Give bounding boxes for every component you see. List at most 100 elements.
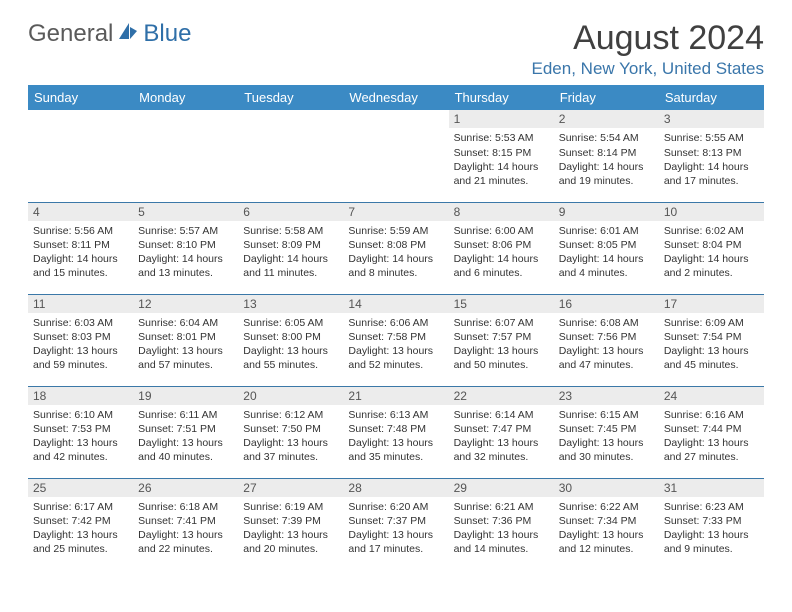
daylight-text: Daylight: 13 hours and 50 minutes. (454, 344, 549, 372)
daylight-text: Daylight: 13 hours and 37 minutes. (243, 436, 338, 464)
calendar-cell: 22Sunrise: 6:14 AMSunset: 7:47 PMDayligh… (449, 386, 554, 478)
sunset-text: Sunset: 7:58 PM (348, 330, 443, 344)
daylight-text: Daylight: 13 hours and 45 minutes. (664, 344, 759, 372)
sunrise-text: Sunrise: 6:10 AM (33, 408, 128, 422)
day-content: Sunrise: 6:23 AMSunset: 7:33 PMDaylight:… (659, 497, 764, 562)
sunrise-text: Sunrise: 6:08 AM (559, 316, 654, 330)
title-block: August 2024 Eden, New York, United State… (532, 20, 764, 79)
day-content: Sunrise: 6:01 AMSunset: 8:05 PMDaylight:… (554, 221, 659, 286)
sunset-text: Sunset: 7:39 PM (243, 514, 338, 528)
day-number: 19 (133, 387, 238, 405)
sunset-text: Sunset: 7:57 PM (454, 330, 549, 344)
calendar-cell: 10Sunrise: 6:02 AMSunset: 8:04 PMDayligh… (659, 202, 764, 294)
daylight-text: Daylight: 13 hours and 25 minutes. (33, 528, 128, 556)
calendar-cell (343, 110, 448, 202)
daylight-text: Daylight: 13 hours and 55 minutes. (243, 344, 338, 372)
day-number: 6 (238, 203, 343, 221)
day-content: Sunrise: 6:06 AMSunset: 7:58 PMDaylight:… (343, 313, 448, 378)
sunrise-text: Sunrise: 5:53 AM (454, 131, 549, 145)
calendar-cell (28, 110, 133, 202)
day-number: 2 (554, 110, 659, 128)
day-content: Sunrise: 5:53 AMSunset: 8:15 PMDaylight:… (449, 128, 554, 193)
sunrise-text: Sunrise: 6:01 AM (559, 224, 654, 238)
calendar-cell: 13Sunrise: 6:05 AMSunset: 8:00 PMDayligh… (238, 294, 343, 386)
calendar-page: General Blue August 2024 Eden, New York,… (0, 0, 792, 612)
day-content: Sunrise: 5:54 AMSunset: 8:14 PMDaylight:… (554, 128, 659, 193)
sunrise-text: Sunrise: 6:06 AM (348, 316, 443, 330)
calendar-cell: 8Sunrise: 6:00 AMSunset: 8:06 PMDaylight… (449, 202, 554, 294)
sunset-text: Sunset: 7:34 PM (559, 514, 654, 528)
calendar-cell: 2Sunrise: 5:54 AMSunset: 8:14 PMDaylight… (554, 110, 659, 202)
day-content: Sunrise: 6:15 AMSunset: 7:45 PMDaylight:… (554, 405, 659, 470)
daylight-text: Daylight: 14 hours and 4 minutes. (559, 252, 654, 280)
day-number: 22 (449, 387, 554, 405)
day-number: 10 (659, 203, 764, 221)
day-content: Sunrise: 6:14 AMSunset: 7:47 PMDaylight:… (449, 405, 554, 470)
sunset-text: Sunset: 7:53 PM (33, 422, 128, 436)
day-content: Sunrise: 5:59 AMSunset: 8:08 PMDaylight:… (343, 221, 448, 286)
day-header-row: Sunday Monday Tuesday Wednesday Thursday… (28, 85, 764, 110)
sunset-text: Sunset: 8:11 PM (33, 238, 128, 252)
calendar-cell: 24Sunrise: 6:16 AMSunset: 7:44 PMDayligh… (659, 386, 764, 478)
daylight-text: Daylight: 14 hours and 21 minutes. (454, 160, 549, 188)
day-number: 30 (554, 479, 659, 497)
calendar-cell: 12Sunrise: 6:04 AMSunset: 8:01 PMDayligh… (133, 294, 238, 386)
daylight-text: Daylight: 13 hours and 9 minutes. (664, 528, 759, 556)
calendar-row: 11Sunrise: 6:03 AMSunset: 8:03 PMDayligh… (28, 294, 764, 386)
sunrise-text: Sunrise: 6:19 AM (243, 500, 338, 514)
sunrise-text: Sunrise: 6:11 AM (138, 408, 233, 422)
daylight-text: Daylight: 13 hours and 32 minutes. (454, 436, 549, 464)
sunset-text: Sunset: 8:13 PM (664, 146, 759, 160)
day-content: Sunrise: 6:17 AMSunset: 7:42 PMDaylight:… (28, 497, 133, 562)
day-number: 25 (28, 479, 133, 497)
sunrise-text: Sunrise: 6:09 AM (664, 316, 759, 330)
calendar-cell: 30Sunrise: 6:22 AMSunset: 7:34 PMDayligh… (554, 478, 659, 570)
sunset-text: Sunset: 7:41 PM (138, 514, 233, 528)
sail-icon (115, 20, 139, 48)
calendar-cell: 23Sunrise: 6:15 AMSunset: 7:45 PMDayligh… (554, 386, 659, 478)
day-content: Sunrise: 6:22 AMSunset: 7:34 PMDaylight:… (554, 497, 659, 562)
calendar-body: 1Sunrise: 5:53 AMSunset: 8:15 PMDaylight… (28, 110, 764, 570)
day-header: Sunday (28, 85, 133, 110)
sunset-text: Sunset: 8:01 PM (138, 330, 233, 344)
sunset-text: Sunset: 8:14 PM (559, 146, 654, 160)
daylight-text: Daylight: 13 hours and 27 minutes. (664, 436, 759, 464)
daylight-text: Daylight: 13 hours and 42 minutes. (33, 436, 128, 464)
sunrise-text: Sunrise: 6:03 AM (33, 316, 128, 330)
day-content: Sunrise: 6:00 AMSunset: 8:06 PMDaylight:… (449, 221, 554, 286)
day-number: 27 (238, 479, 343, 497)
day-header: Saturday (659, 85, 764, 110)
day-content: Sunrise: 6:09 AMSunset: 7:54 PMDaylight:… (659, 313, 764, 378)
calendar-cell: 1Sunrise: 5:53 AMSunset: 8:15 PMDaylight… (449, 110, 554, 202)
sunset-text: Sunset: 7:33 PM (664, 514, 759, 528)
sunrise-text: Sunrise: 6:21 AM (454, 500, 549, 514)
daylight-text: Daylight: 13 hours and 20 minutes. (243, 528, 338, 556)
calendar-cell: 15Sunrise: 6:07 AMSunset: 7:57 PMDayligh… (449, 294, 554, 386)
day-content: Sunrise: 6:10 AMSunset: 7:53 PMDaylight:… (28, 405, 133, 470)
day-content: Sunrise: 6:12 AMSunset: 7:50 PMDaylight:… (238, 405, 343, 470)
daylight-text: Daylight: 13 hours and 14 minutes. (454, 528, 549, 556)
day-number: 3 (659, 110, 764, 128)
calendar-cell: 31Sunrise: 6:23 AMSunset: 7:33 PMDayligh… (659, 478, 764, 570)
sunset-text: Sunset: 8:10 PM (138, 238, 233, 252)
calendar-cell: 4Sunrise: 5:56 AMSunset: 8:11 PMDaylight… (28, 202, 133, 294)
day-content: Sunrise: 6:16 AMSunset: 7:44 PMDaylight:… (659, 405, 764, 470)
sunrise-text: Sunrise: 6:18 AM (138, 500, 233, 514)
sunrise-text: Sunrise: 6:13 AM (348, 408, 443, 422)
sunrise-text: Sunrise: 6:15 AM (559, 408, 654, 422)
sunrise-text: Sunrise: 5:56 AM (33, 224, 128, 238)
sunset-text: Sunset: 7:36 PM (454, 514, 549, 528)
calendar-cell: 25Sunrise: 6:17 AMSunset: 7:42 PMDayligh… (28, 478, 133, 570)
calendar-cell: 20Sunrise: 6:12 AMSunset: 7:50 PMDayligh… (238, 386, 343, 478)
day-number: 1 (449, 110, 554, 128)
calendar-row: 18Sunrise: 6:10 AMSunset: 7:53 PMDayligh… (28, 386, 764, 478)
daylight-text: Daylight: 13 hours and 12 minutes. (559, 528, 654, 556)
day-number: 16 (554, 295, 659, 313)
day-number: 9 (554, 203, 659, 221)
sunrise-text: Sunrise: 6:12 AM (243, 408, 338, 422)
calendar-cell: 17Sunrise: 6:09 AMSunset: 7:54 PMDayligh… (659, 294, 764, 386)
day-content: Sunrise: 6:05 AMSunset: 8:00 PMDaylight:… (238, 313, 343, 378)
sunrise-text: Sunrise: 6:00 AM (454, 224, 549, 238)
sunrise-text: Sunrise: 6:16 AM (664, 408, 759, 422)
sunset-text: Sunset: 7:50 PM (243, 422, 338, 436)
